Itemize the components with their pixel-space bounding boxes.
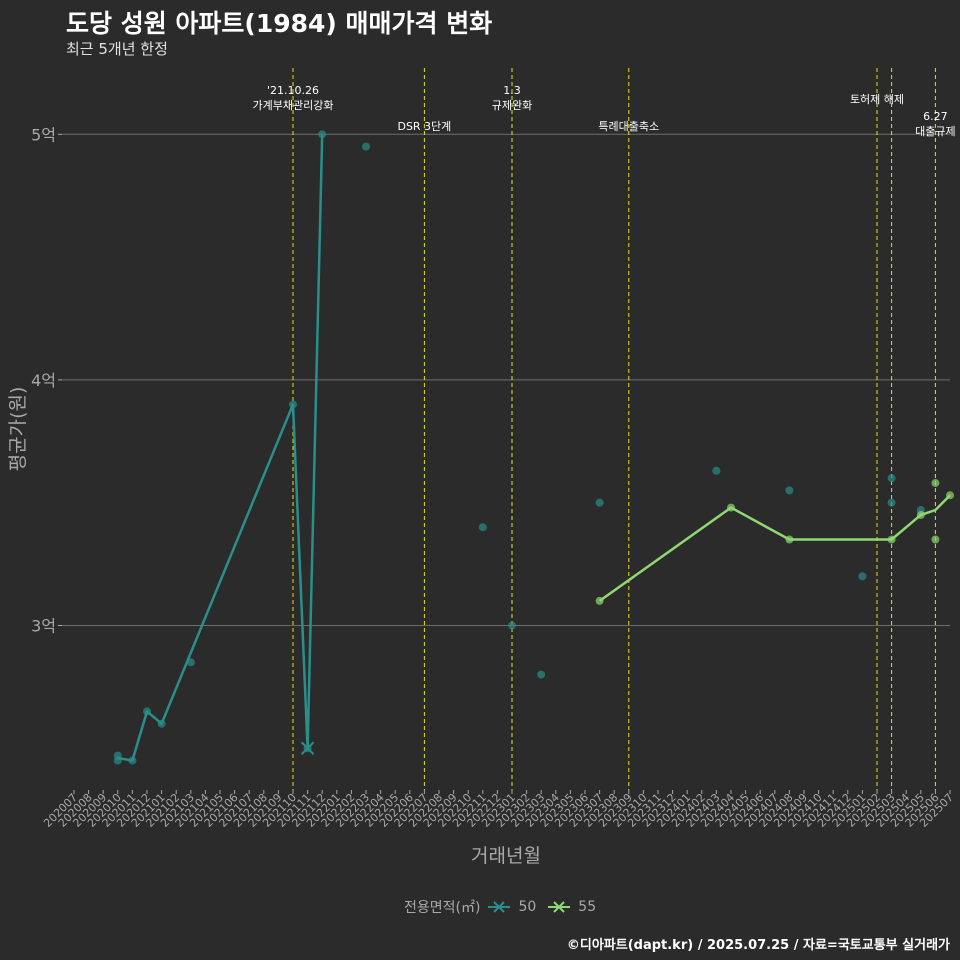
data-point-50 [318,130,327,139]
y-axis-label: 평균가(원) [7,387,29,472]
data-point-50 [128,756,137,765]
data-point-50 [595,498,604,507]
data-point-55 [946,491,954,500]
series-line-50 [117,134,324,762]
chart-subtitle: 최근 5개년 한정 [66,40,168,58]
data-point-50 [186,658,195,667]
event-label: 토허제 해제 [850,92,904,106]
data-point-50 [887,474,896,483]
legend-item-50: 50 [486,898,536,916]
legend-item-55: 55 [546,898,596,916]
data-point-50 [508,621,516,630]
data-point-55 [931,479,940,488]
event-label: 6.27 [923,110,948,123]
data-point-55 [887,535,896,544]
data-point-50 [157,719,166,728]
data-point-50 [289,400,297,409]
data-point-50 [858,572,867,581]
data-point-50 [143,707,151,716]
event-label: 특례대출축소 [598,120,659,133]
data-point-50 [362,142,370,151]
data-point-50 [537,670,546,679]
data-point-50 [478,523,487,532]
data-point-55 [916,510,925,519]
data-point-55 [785,535,794,544]
event-label: '21.10.26 [267,84,319,97]
event-label: DSR 3단계 [397,120,451,133]
data-point-55 [727,503,735,512]
event-label: 가계부채관리강화 [253,99,334,112]
data-point-50 [712,466,721,475]
footer-credit: ©디아파트(dapt.kr) / 2025.07.25 / 자료=국토교통부 실… [566,938,950,953]
chart-title: 도당 성원 아파트(1984) 매매가격 변화 [66,9,493,38]
legend-title: 전용면적(㎡) [404,900,481,916]
data-point-55 [595,596,604,605]
legend-key-55-icon [548,901,571,913]
legend-label-55: 55 [578,899,597,915]
event-label: 대출규제 [915,125,955,138]
data-point-50 [785,486,794,495]
x-axis-label: 거래년월 [471,845,541,867]
legend: 전용면적(㎡) 50 55 [404,897,600,917]
data-point-50 [113,751,122,760]
event-label: 1.3 [503,84,521,97]
event-label: 규제완화 [492,99,532,112]
data-point-55 [931,535,940,544]
legend-key-50-icon [488,901,511,913]
data-point-50 [887,498,896,507]
outlier-marker [300,741,315,755]
legend-label-50: 50 [518,899,537,915]
y-tick-label: 5억 [31,125,56,144]
y-tick-label: 3억 [31,616,56,635]
series-line-55 [598,494,951,602]
y-tick-label: 4억 [31,371,56,390]
